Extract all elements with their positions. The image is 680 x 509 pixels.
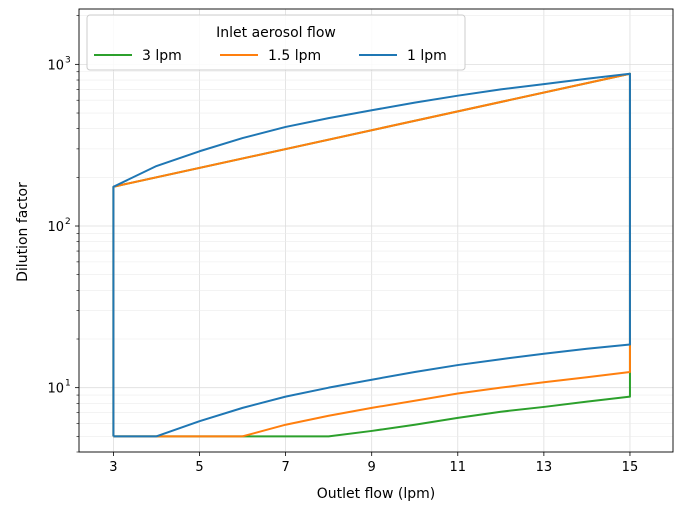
- x-tick-label: 7: [281, 460, 289, 475]
- legend-box: [86, 14, 466, 71]
- legend-label: 3 lpm: [142, 48, 182, 64]
- series-line-2: [112, 72, 631, 438]
- x-axis-ticks: 3 5 7 9 11 13 15: [109, 452, 638, 475]
- y-tick-exponent: 1: [65, 379, 71, 389]
- x-tick-label: 15: [622, 460, 639, 475]
- y-tick-exponent: 2: [65, 217, 71, 227]
- legend-label: 1.5 lpm: [268, 48, 321, 64]
- legend: Inlet aerosol flow 3 lpm 1.5 lpm 1 lpm: [86, 14, 466, 71]
- legend-title: Inlet aerosol flow: [216, 25, 336, 41]
- legend-items: 3 lpm 1.5 lpm 1 lpm: [94, 48, 447, 64]
- y-tick-label: 10: [47, 220, 64, 235]
- y-tick-exponent: 3: [65, 55, 71, 65]
- x-tick-label: 11: [450, 460, 467, 475]
- plot-frame: [78, 8, 674, 453]
- legend-label: 1 lpm: [407, 48, 447, 64]
- x-tick-label: 3: [109, 460, 117, 475]
- series-layer: [112, 72, 631, 438]
- grid-lines: [79, 9, 673, 453]
- y-tick-label: 10: [47, 382, 64, 397]
- x-tick-label: 5: [195, 460, 203, 475]
- x-tick-label: 13: [536, 460, 553, 475]
- y-axis-label: Dilution factor: [15, 182, 31, 282]
- x-axis-label: Outlet flow (lpm): [317, 486, 435, 502]
- x-tick-label: 9: [368, 460, 376, 475]
- y-tick-label: 10: [47, 58, 64, 73]
